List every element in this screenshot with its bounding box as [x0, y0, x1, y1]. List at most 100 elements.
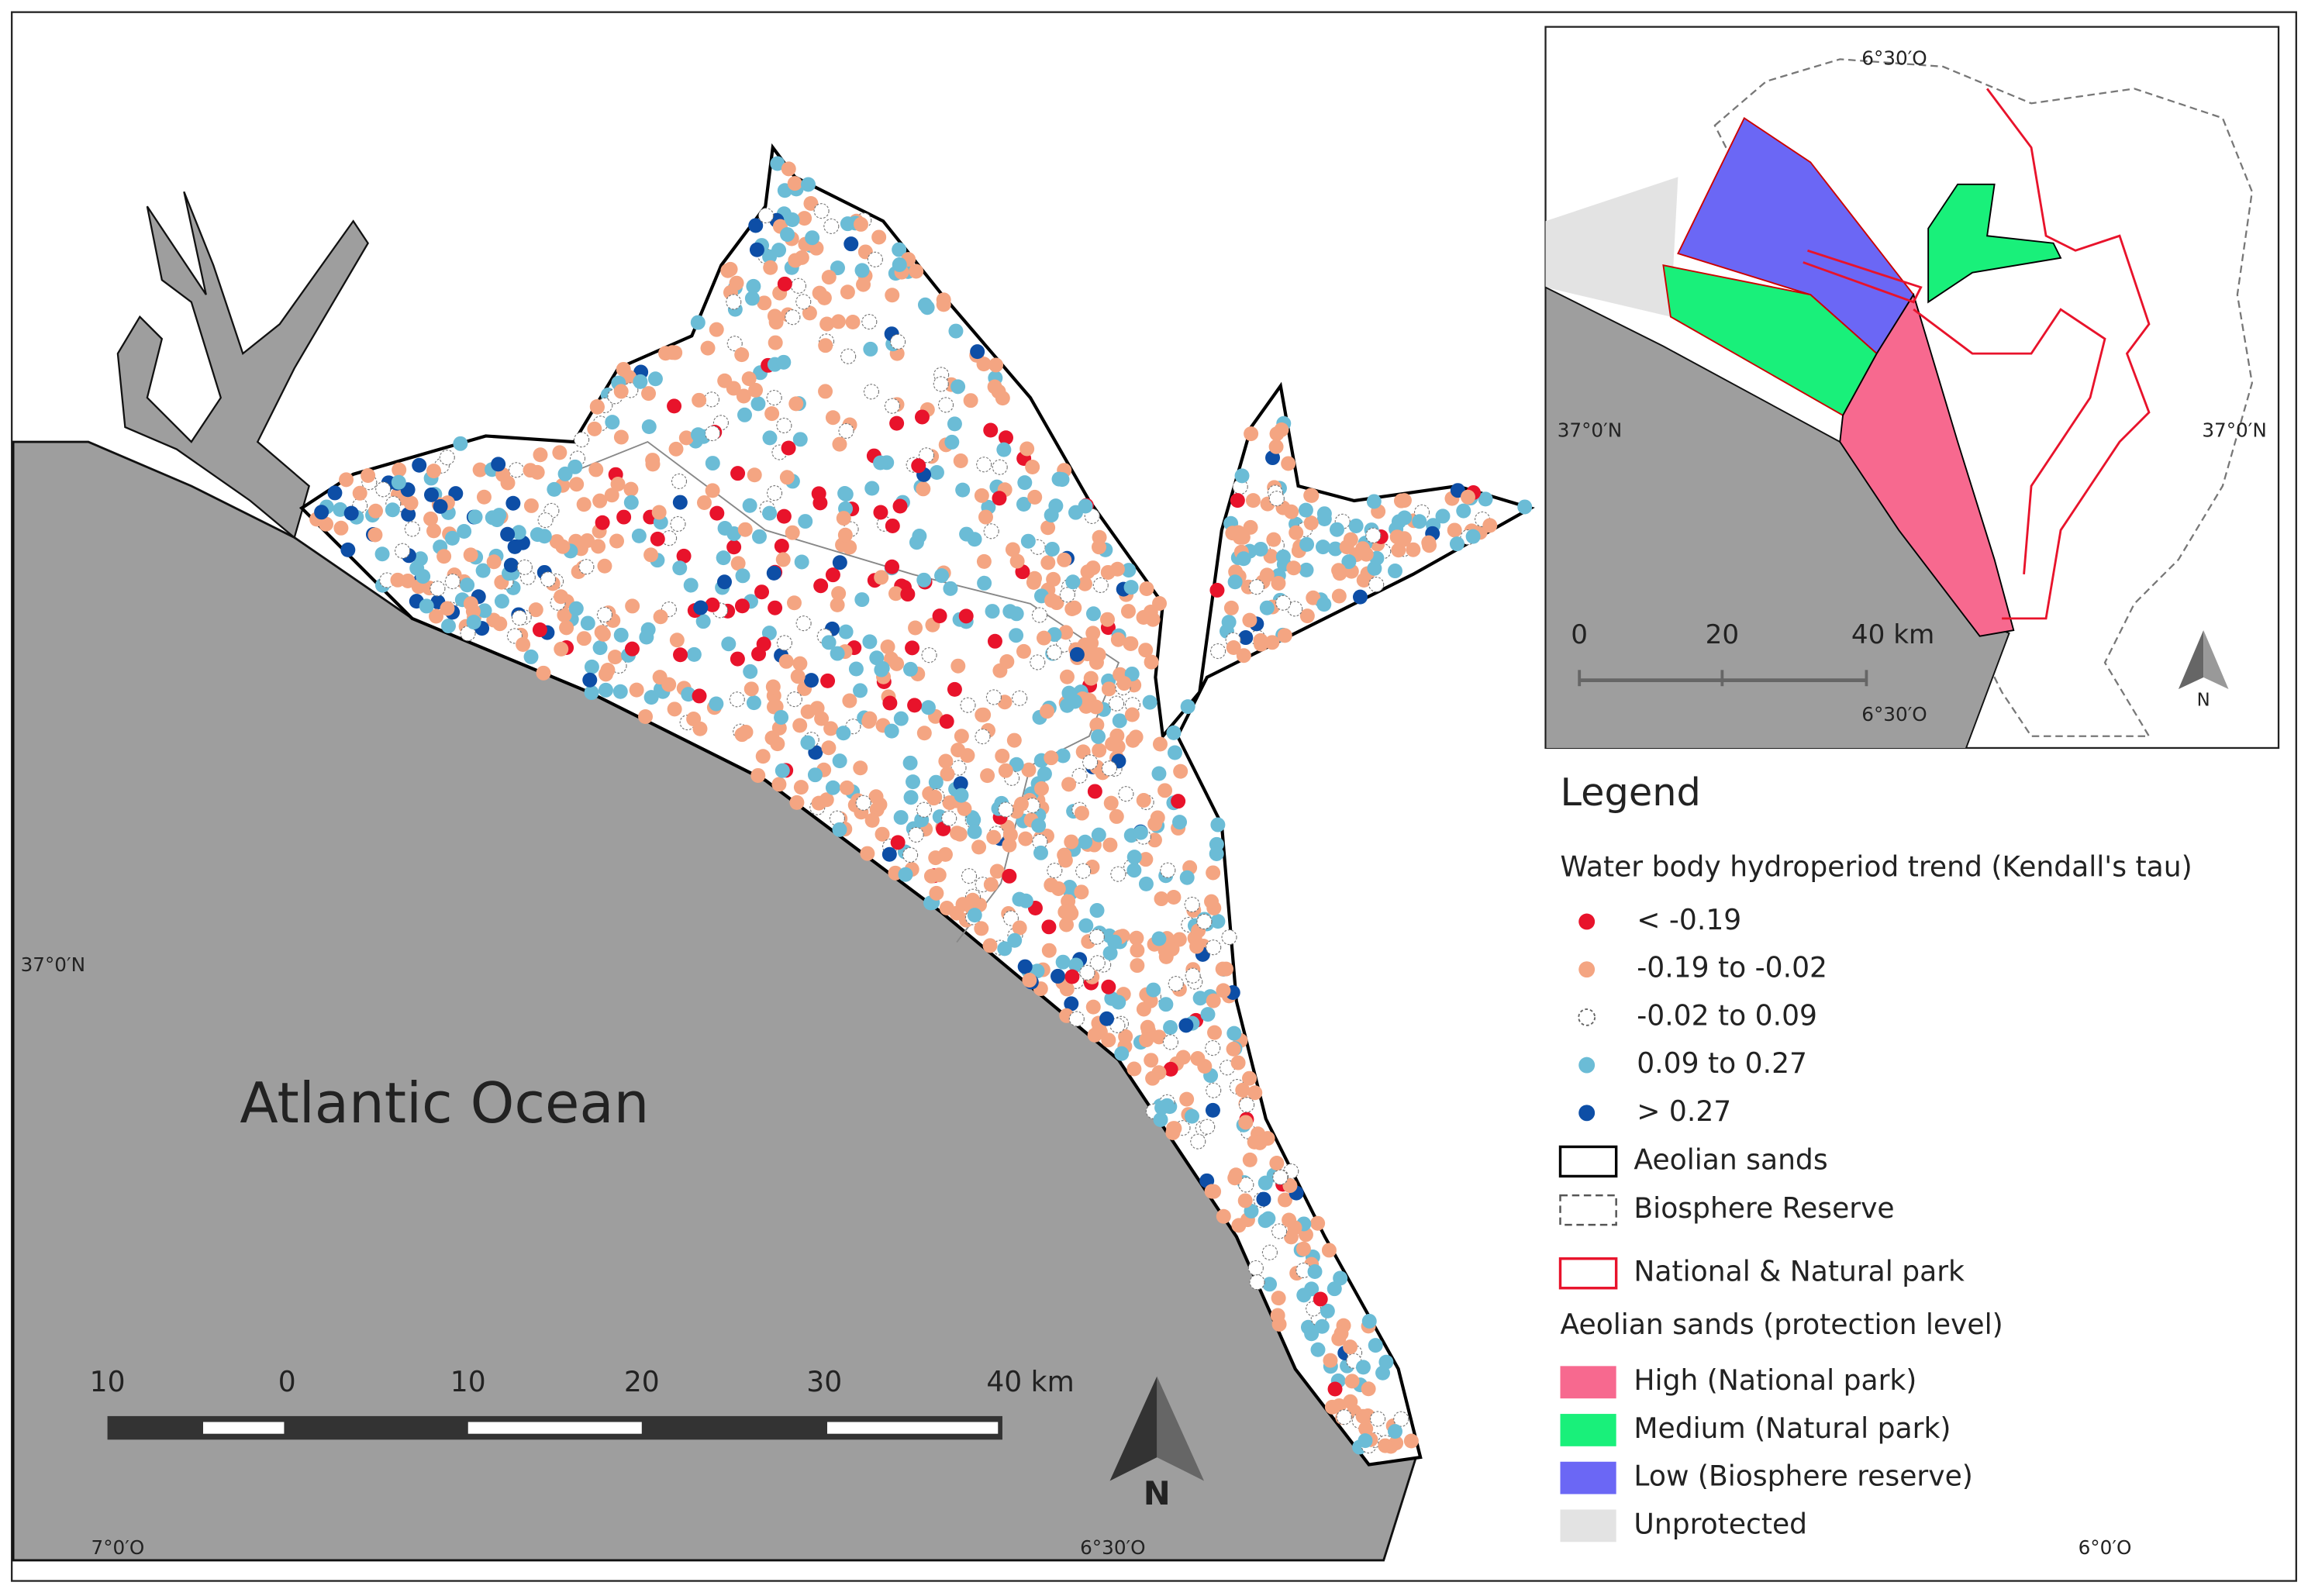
water-body — [523, 649, 539, 664]
water-body — [1123, 580, 1139, 595]
water-body — [1299, 536, 1315, 552]
water-body — [1275, 595, 1292, 611]
water-body — [921, 647, 937, 664]
water-body — [554, 641, 569, 657]
water-body — [939, 901, 954, 916]
legend-label: National & Natural park — [1634, 1256, 1965, 1288]
water-body — [633, 374, 648, 389]
water-body — [1016, 497, 1031, 512]
water-body — [748, 382, 764, 398]
water-body — [612, 684, 628, 699]
water-body — [669, 633, 685, 648]
water-body — [643, 547, 659, 563]
water-body — [576, 631, 592, 646]
water-body — [1012, 690, 1028, 706]
water-body — [1046, 571, 1061, 587]
water-body — [1163, 1019, 1178, 1035]
water-body — [1375, 1365, 1391, 1381]
water-body — [734, 347, 750, 363]
water-body — [1387, 564, 1402, 579]
water-body — [523, 463, 538, 478]
legend-symbol — [1578, 1105, 1596, 1122]
water-body — [587, 421, 602, 436]
water-body — [1358, 1433, 1373, 1449]
water-body — [1336, 1409, 1352, 1425]
water-body — [1412, 514, 1427, 529]
water-body — [992, 459, 1008, 475]
water-body — [1151, 931, 1167, 946]
legend-symbol — [1559, 1194, 1617, 1226]
water-body — [491, 457, 506, 472]
water-body — [776, 417, 792, 434]
water-body — [721, 636, 737, 652]
water-body — [1206, 865, 1221, 881]
water-body — [862, 634, 878, 650]
water-body — [1306, 590, 1321, 605]
water-body — [333, 502, 348, 517]
water-body — [516, 559, 533, 575]
water-body — [1179, 1091, 1195, 1107]
water-body — [580, 533, 595, 548]
water-body — [613, 384, 629, 399]
water-body — [592, 493, 608, 508]
water-body — [1031, 607, 1048, 623]
water-body — [314, 505, 329, 520]
water-body — [1037, 766, 1052, 781]
water-body — [453, 436, 468, 451]
water-body — [1478, 491, 1493, 507]
water-body — [1068, 1011, 1085, 1027]
water-body — [1009, 628, 1024, 643]
water-body — [1266, 532, 1282, 547]
water-body — [1057, 552, 1072, 567]
water-body — [1109, 561, 1125, 577]
water-body — [1216, 1208, 1231, 1224]
water-body — [1378, 1438, 1393, 1453]
water-body — [844, 236, 859, 252]
water-body — [1031, 818, 1047, 833]
water-body — [937, 846, 953, 862]
water-body — [1059, 981, 1075, 997]
water-body — [1078, 918, 1094, 933]
water-body — [988, 357, 1004, 373]
water-body — [934, 568, 950, 584]
water-body — [641, 419, 657, 434]
water-body — [729, 275, 744, 291]
water-body — [781, 440, 796, 456]
water-body — [367, 527, 383, 543]
water-body — [1244, 426, 1259, 442]
water-body — [1268, 491, 1285, 507]
water-body — [1271, 576, 1286, 591]
water-body — [709, 696, 724, 712]
water-body — [1006, 733, 1022, 748]
water-body — [816, 290, 832, 305]
water-body — [867, 251, 883, 267]
water-body — [885, 518, 900, 533]
water-body — [1231, 1218, 1247, 1233]
water-body — [594, 625, 609, 640]
water-body — [1277, 628, 1292, 643]
water-body — [774, 538, 789, 553]
water-body — [1210, 914, 1226, 929]
water-body — [889, 656, 905, 671]
water-body — [974, 921, 989, 936]
water-body — [1298, 502, 1313, 518]
water-body — [511, 525, 526, 540]
water-body — [1059, 698, 1075, 713]
water-body — [790, 277, 807, 294]
water-body — [1002, 837, 1017, 853]
water-body — [932, 608, 947, 624]
water-body — [1085, 606, 1101, 622]
water-body — [1387, 1424, 1402, 1439]
water-body — [960, 697, 976, 713]
water-body — [1151, 1029, 1167, 1045]
water-body — [1341, 554, 1357, 570]
water-body — [830, 314, 846, 329]
water-body — [840, 284, 855, 300]
water-body — [754, 584, 770, 600]
water-body — [1226, 1041, 1241, 1057]
water-body — [1281, 456, 1296, 471]
water-body — [1310, 1215, 1326, 1231]
water-body — [1270, 1308, 1285, 1323]
legend-symbol — [1560, 1509, 1616, 1543]
water-body — [741, 371, 757, 387]
